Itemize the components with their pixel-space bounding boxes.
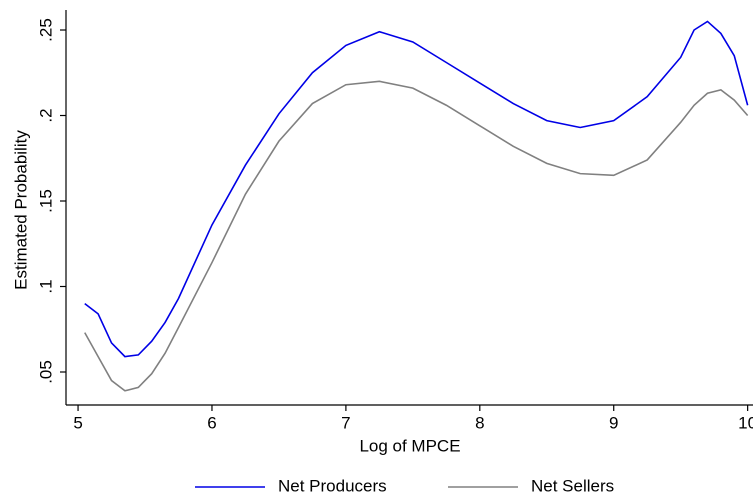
- x-tick-label: 10: [738, 413, 753, 432]
- x-tick-label: 6: [207, 413, 216, 432]
- y-tick-label: .1: [36, 279, 55, 293]
- x-tick-label: 7: [341, 413, 350, 432]
- y-axis-label: Estimated Probability: [11, 130, 30, 290]
- x-axis-label: Log of MPCE: [359, 436, 460, 455]
- y-tick-label: .05: [36, 360, 55, 384]
- y-tick-label: .15: [36, 189, 55, 213]
- series-line: [84, 80, 749, 392]
- y-tick-label: .2: [36, 108, 55, 122]
- series-line: [84, 20, 749, 358]
- y-tick-label: .25: [36, 18, 55, 42]
- x-tick-label: 9: [609, 413, 618, 432]
- legend-label: Net Sellers: [531, 476, 614, 495]
- x-tick-label: 8: [475, 413, 484, 432]
- legend-label: Net Producers: [278, 476, 387, 495]
- x-tick-label: 5: [73, 413, 82, 432]
